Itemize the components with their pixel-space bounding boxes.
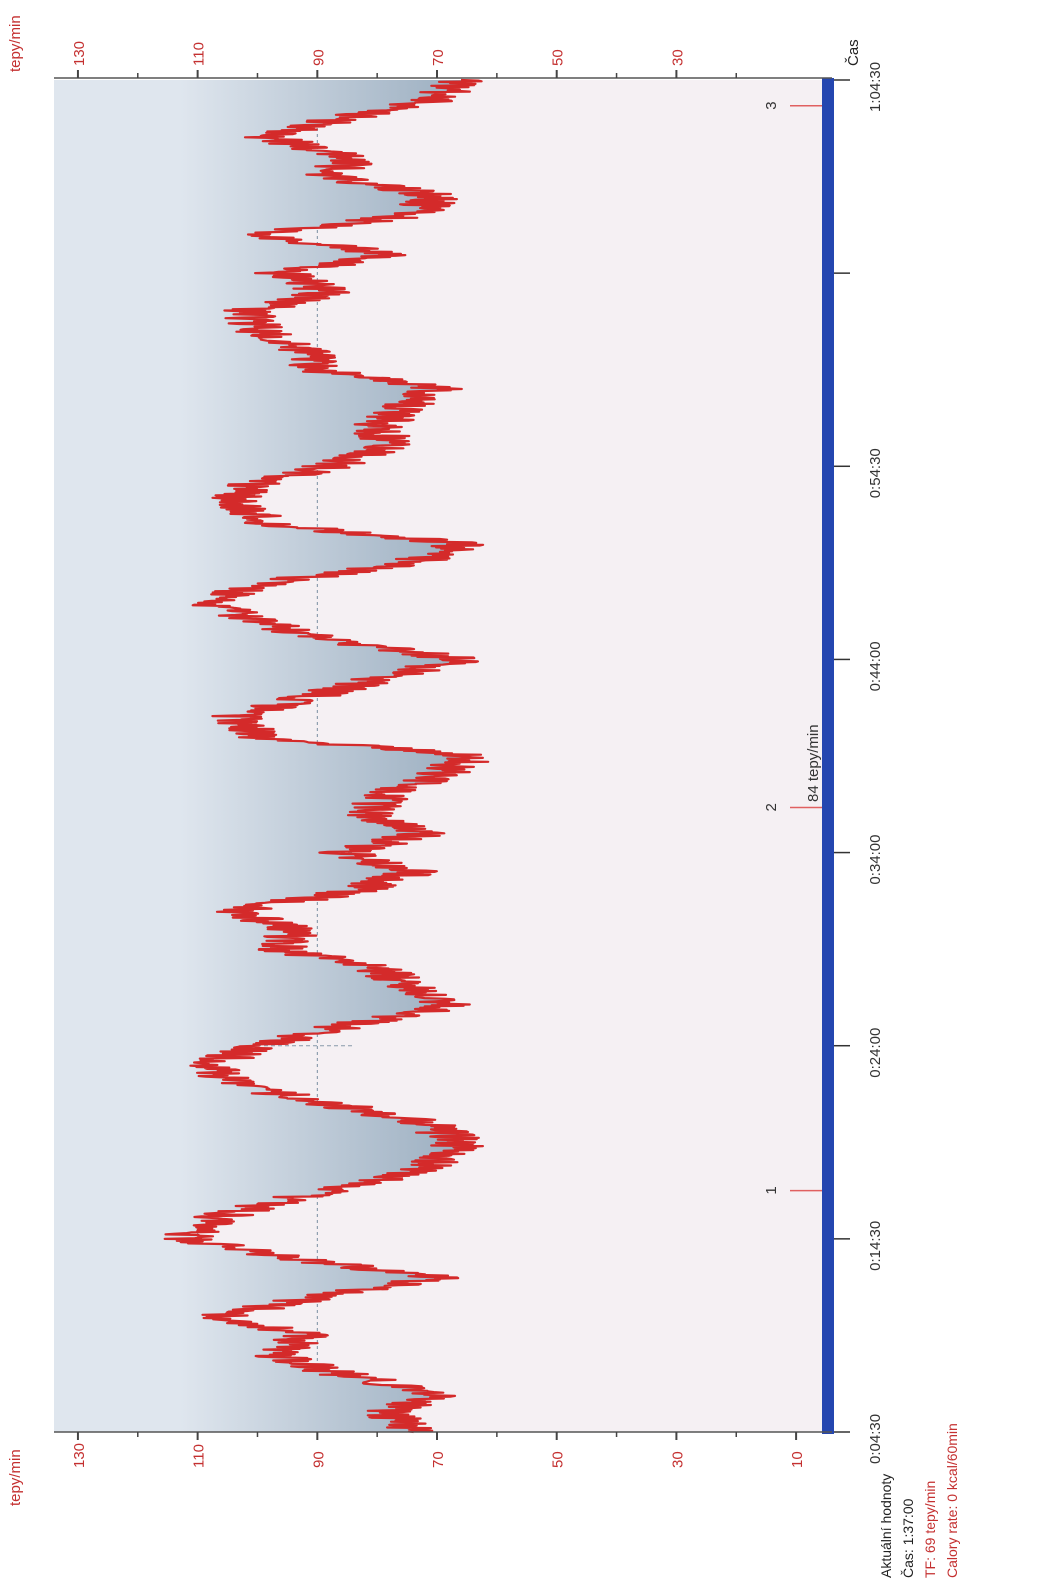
current-values-panel: Aktuální hodnoty Čas: 1:37:00 TF: 69 tep…	[878, 1423, 1028, 1578]
current-values-title: Aktuální hodnoty	[878, 1473, 894, 1578]
y-tick-label-right: 50	[550, 49, 567, 66]
y-tick-label-right: 130	[71, 41, 88, 66]
x-tick-label: 0:54:30	[867, 448, 884, 498]
y-axis-title-left: tepy/min	[7, 1449, 24, 1506]
current-calorie-rate: Calory rate: 0 kcal/60min	[944, 1423, 960, 1578]
event-marker-label: 1	[763, 1186, 780, 1194]
event-marker-label: 2	[763, 803, 780, 811]
x-tick-label: 0:24:00	[867, 1028, 884, 1078]
event-marker-label: 3	[763, 101, 780, 109]
y-tick-label-right: 30	[669, 49, 686, 66]
y-tick-label: 70	[430, 1451, 447, 1468]
time-axis-bar	[822, 78, 834, 1434]
y-tick-label-right: 70	[430, 49, 447, 66]
x-tick-label: 0:34:00	[867, 835, 884, 885]
current-time: Čas: 1:37:00	[900, 1498, 916, 1578]
y-tick-label-right: 90	[310, 49, 327, 66]
x-axis-title: Čas	[845, 39, 862, 66]
y-tick-label-right: 110	[191, 42, 208, 66]
x-tick-label: 0:14:30	[867, 1221, 884, 1271]
current-heart-rate: TF: 69 tepy/min	[922, 1480, 938, 1578]
x-tick-label: 0:44:00	[867, 641, 884, 691]
axes: 130 110 90 70 50 30 10 130 110 90 70 50 30 0:04:30 0:1…	[71, 41, 884, 1468]
y-tick-label: 130	[71, 1443, 88, 1468]
y-tick-label: 50	[550, 1451, 567, 1468]
y-tick-label: 110	[191, 1444, 208, 1468]
heart-rate-line	[163, 78, 490, 1434]
event-markers: 1 2 3	[763, 101, 822, 1195]
y-axis-title-right: tepy/min	[7, 15, 24, 72]
cursor-value-label: 84 tepy/min	[805, 724, 822, 802]
x-tick-label: 0:04:30	[867, 1414, 884, 1464]
axis-labels: tepy/min tepy/min Čas 84 tepy/min	[7, 15, 862, 1506]
y-tick-label: 30	[669, 1451, 686, 1468]
x-tick-label: 1:04:30	[867, 62, 884, 112]
y-tick-label: 90	[310, 1451, 327, 1468]
y-tick-label: 10	[789, 1451, 806, 1468]
heart-rate-chart: 130 110 90 70 50 30 10 130 110 90 70 50 30 0:04:30 0:1…	[7, 15, 884, 1506]
